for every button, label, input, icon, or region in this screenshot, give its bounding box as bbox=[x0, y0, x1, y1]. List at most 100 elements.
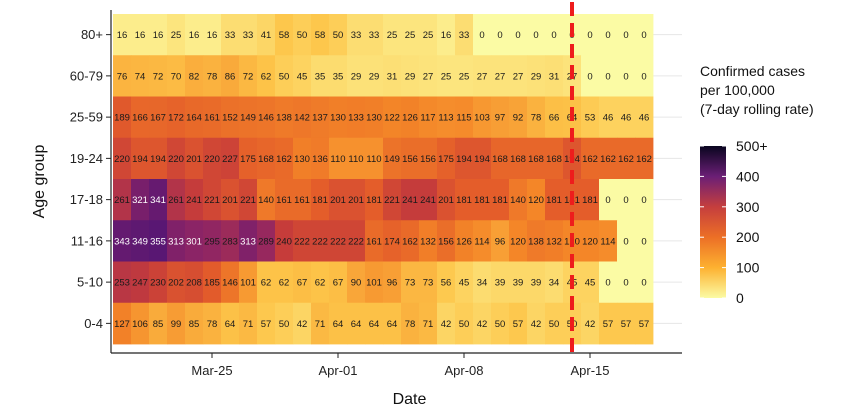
cell-label: 261 bbox=[114, 195, 130, 206]
heatmap-cell bbox=[599, 302, 618, 345]
cell-label: 58 bbox=[279, 30, 290, 41]
heatmap-cell bbox=[383, 55, 402, 97]
cell-label: 221 bbox=[384, 195, 400, 206]
heatmap-cell bbox=[383, 302, 402, 345]
cell-label: 16 bbox=[117, 30, 128, 41]
heatmap-cell bbox=[257, 14, 276, 56]
cell-label: 120 bbox=[510, 236, 526, 247]
heatmap-cell bbox=[257, 55, 276, 97]
heatmap-cell bbox=[113, 179, 132, 221]
cell-label: 92 bbox=[513, 113, 524, 124]
heatmap-cell bbox=[167, 55, 186, 97]
cell-label: 74 bbox=[135, 71, 146, 82]
heatmap-cell bbox=[167, 302, 186, 345]
cell-label: 78 bbox=[207, 319, 218, 330]
cell-label: 130 bbox=[330, 113, 346, 124]
heatmap-cell bbox=[167, 137, 186, 180]
cell-label: 114 bbox=[474, 236, 489, 247]
cell-label: 16 bbox=[441, 30, 452, 41]
cell-label: 0 bbox=[605, 278, 610, 289]
cell-label: 99 bbox=[171, 319, 182, 330]
cell-label: 82 bbox=[189, 71, 200, 82]
heatmap-cell bbox=[275, 261, 294, 304]
heatmap-cell bbox=[419, 261, 438, 304]
heatmap-cell bbox=[581, 179, 600, 221]
heatmap-cell bbox=[149, 96, 168, 139]
cell-label: 283 bbox=[222, 236, 238, 247]
cell-label: 313 bbox=[240, 236, 256, 247]
cell-label: 42 bbox=[477, 319, 488, 330]
cell-label: 72 bbox=[243, 71, 254, 82]
cell-label: 101 bbox=[366, 278, 382, 289]
heatmap-cell bbox=[311, 261, 330, 304]
heatmap-cell bbox=[329, 96, 348, 139]
heatmap-cell bbox=[383, 96, 402, 139]
heatmap-cell bbox=[419, 55, 438, 97]
cell-label: 31 bbox=[387, 71, 398, 82]
heatmap-cell bbox=[311, 137, 330, 180]
heatmap-cell bbox=[203, 14, 222, 56]
heatmap-cell bbox=[167, 179, 186, 221]
cell-label: 0 bbox=[587, 71, 592, 82]
heatmap-cell bbox=[347, 302, 366, 345]
heatmap-cell bbox=[365, 220, 384, 262]
heatmap-cell bbox=[221, 302, 240, 345]
heatmap-cell bbox=[635, 302, 654, 345]
heatmap-cell bbox=[149, 220, 168, 262]
heatmap-cell bbox=[365, 55, 384, 97]
cell-label: 27 bbox=[495, 71, 506, 82]
cell-label: 25 bbox=[387, 30, 398, 41]
heatmap-cell bbox=[329, 55, 348, 97]
heatmap-cell bbox=[131, 14, 150, 56]
heatmap-cell bbox=[185, 302, 204, 345]
cell-label: 33 bbox=[459, 30, 470, 41]
cell-label: 220 bbox=[168, 154, 184, 165]
cell-label: 31 bbox=[549, 71, 560, 82]
cell-label: 241 bbox=[186, 195, 202, 206]
cell-label: 106 bbox=[132, 319, 148, 330]
cell-labels: 16 16 16 25 16 16 33 33 41 58 50 58 50 33 33 25 25 25 16 33… bbox=[114, 30, 652, 330]
cell-label: 222 bbox=[330, 236, 346, 247]
heatmap-cell bbox=[149, 137, 168, 180]
cell-label: 227 bbox=[222, 154, 238, 165]
heatmap-cell bbox=[329, 179, 348, 221]
cell-label: 73 bbox=[405, 278, 416, 289]
cell-label: 162 bbox=[582, 154, 598, 165]
heatmap-cell bbox=[257, 179, 276, 221]
heatmap-cell bbox=[617, 302, 636, 345]
cell-label: 50 bbox=[549, 319, 560, 330]
heatmap-cell bbox=[149, 179, 168, 221]
cell-label: 162 bbox=[636, 154, 652, 165]
heatmap-cell bbox=[275, 14, 294, 56]
cell-label: 241 bbox=[420, 195, 436, 206]
heatmap-cell bbox=[239, 96, 258, 139]
cell-label: 0 bbox=[551, 30, 556, 41]
heatmap-cell bbox=[257, 220, 276, 262]
cell-label: 220 bbox=[204, 154, 220, 165]
cell-label: 16 bbox=[207, 30, 218, 41]
cell-label: 122 bbox=[384, 113, 400, 124]
cell-label: 29 bbox=[531, 71, 542, 82]
heatmap-cell bbox=[275, 55, 294, 97]
cell-label: 185 bbox=[204, 278, 220, 289]
cell-label: 168 bbox=[510, 154, 526, 165]
cell-label: 355 bbox=[150, 236, 166, 247]
y-tick-label: 11-16 bbox=[71, 233, 103, 248]
heatmap-cell bbox=[437, 261, 456, 304]
y-tick-label: 17-18 bbox=[70, 192, 103, 207]
cell-label: 114 bbox=[600, 236, 615, 247]
heatmap-cell bbox=[437, 14, 456, 56]
heatmap-cell bbox=[401, 96, 420, 139]
cell-label: 201 bbox=[186, 154, 202, 165]
heatmap-cell bbox=[203, 220, 222, 262]
heatmap-cell bbox=[545, 261, 564, 304]
x-tick-label: Apr-15 bbox=[570, 363, 609, 378]
heatmap-cell bbox=[383, 14, 402, 56]
cell-label: 137 bbox=[312, 113, 328, 124]
y-tick-label: 19-24 bbox=[70, 151, 103, 166]
cell-label: 0 bbox=[623, 30, 628, 41]
cell-label: 130 bbox=[366, 113, 382, 124]
heatmap-cell bbox=[149, 14, 168, 56]
cell-label: 136 bbox=[312, 154, 328, 165]
cell-label: 156 bbox=[438, 236, 454, 247]
